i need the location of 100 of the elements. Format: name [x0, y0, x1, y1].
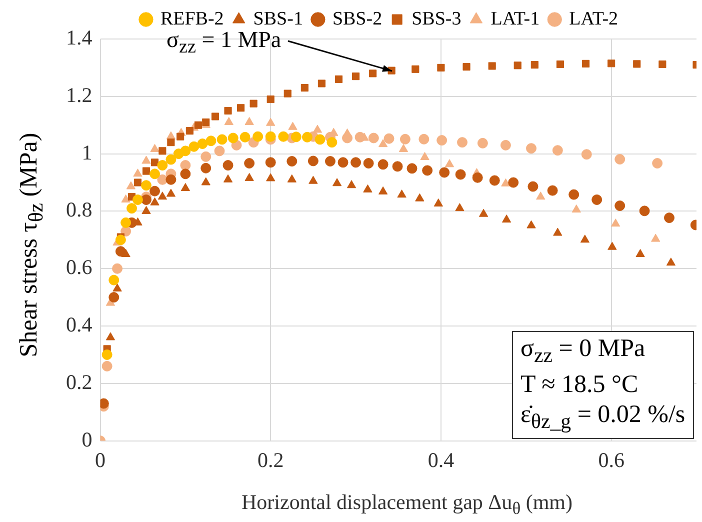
point — [508, 177, 519, 188]
point — [102, 360, 112, 372]
point — [526, 220, 536, 228]
point — [224, 106, 232, 115]
point — [265, 131, 276, 142]
point — [412, 65, 420, 73]
point — [290, 132, 302, 142]
point — [288, 122, 298, 130]
point — [350, 157, 362, 168]
point — [308, 156, 318, 166]
point — [420, 152, 430, 160]
point — [211, 112, 220, 120]
point — [278, 131, 289, 142]
point — [384, 133, 394, 144]
point — [150, 197, 160, 206]
point — [108, 292, 120, 303]
annotation: ε̇$_{θz_g}$ = 0.02 %/s — [520, 400, 686, 435]
point — [300, 84, 308, 92]
point — [514, 62, 522, 70]
point — [363, 184, 372, 192]
point — [200, 151, 212, 162]
point — [636, 249, 645, 257]
point — [244, 172, 254, 181]
point — [194, 121, 202, 129]
point — [142, 156, 151, 164]
point — [455, 203, 464, 212]
x-axis-title: Horizontal displacement gap Δu$_{θ}$ (mm) — [242, 490, 572, 520]
point — [437, 64, 445, 72]
point — [436, 135, 448, 146]
y-tick-label: 0.6 — [66, 255, 92, 280]
point — [206, 136, 216, 146]
point — [434, 198, 443, 206]
point — [166, 154, 176, 165]
legend-label: SBS-2 — [332, 8, 382, 30]
point — [244, 158, 255, 169]
point — [318, 80, 326, 88]
point — [158, 147, 166, 155]
annotation: σ$_{zz}$ = 0 MPa — [520, 334, 646, 369]
point — [201, 177, 210, 186]
legend-label: SBS-1 — [253, 8, 303, 30]
y-tick-label: 1 — [82, 140, 92, 164]
point — [167, 138, 175, 146]
point — [102, 349, 112, 360]
point — [658, 60, 666, 68]
point — [664, 212, 674, 224]
point — [188, 141, 200, 152]
x-tick-label: 0.6 — [598, 448, 624, 472]
point — [214, 146, 225, 156]
annotation: σ$_{zz}$ = 1 MPa — [166, 26, 282, 58]
point — [608, 242, 617, 250]
point — [150, 186, 160, 196]
point — [157, 160, 168, 171]
point — [224, 116, 234, 125]
point — [488, 62, 496, 70]
point — [462, 63, 470, 71]
point — [334, 75, 343, 83]
point — [250, 100, 258, 108]
point — [120, 217, 132, 228]
point — [398, 144, 408, 152]
point — [133, 168, 142, 177]
point — [132, 194, 143, 205]
point — [112, 283, 122, 292]
point — [652, 158, 663, 169]
point — [666, 258, 676, 266]
point — [552, 145, 563, 156]
point — [223, 174, 233, 182]
y-tick-label: 0.2 — [66, 370, 92, 394]
point — [312, 124, 322, 133]
point — [378, 159, 388, 170]
point — [582, 60, 590, 68]
point — [112, 263, 123, 274]
point — [284, 90, 292, 98]
point — [611, 218, 620, 227]
point — [266, 95, 274, 104]
point — [326, 137, 338, 148]
point — [180, 146, 191, 156]
point — [121, 249, 130, 257]
point — [216, 134, 228, 145]
point — [608, 60, 616, 68]
point — [478, 208, 488, 217]
point — [166, 188, 176, 197]
point — [134, 178, 142, 186]
point — [368, 132, 379, 144]
point — [651, 234, 660, 242]
point — [392, 161, 403, 172]
point — [369, 70, 377, 78]
point — [142, 167, 150, 175]
x-tick-label: 0.2 — [257, 448, 284, 472]
point — [265, 157, 276, 168]
point — [363, 158, 374, 169]
point — [126, 181, 136, 190]
point — [547, 185, 558, 196]
point — [346, 180, 356, 188]
point — [581, 149, 592, 160]
point — [536, 192, 546, 200]
point — [200, 162, 212, 174]
point — [266, 173, 276, 182]
point — [237, 104, 245, 112]
point — [314, 134, 326, 145]
y-tick-label: 1.4 — [66, 26, 93, 50]
